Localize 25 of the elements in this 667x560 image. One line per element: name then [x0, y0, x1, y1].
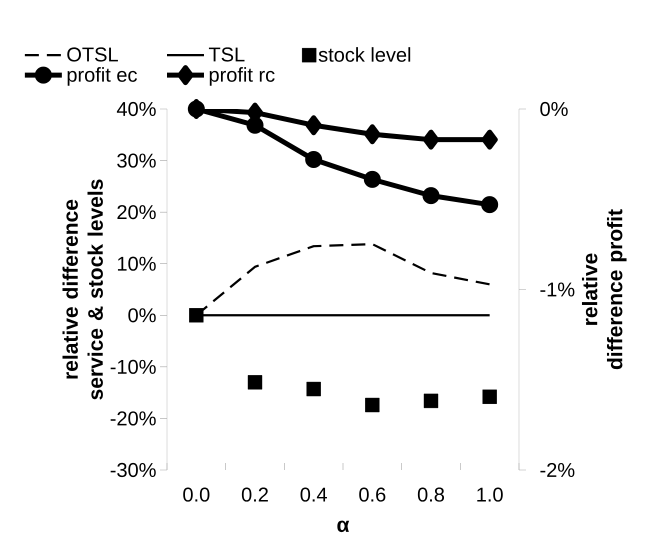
x-tick-label: 0.0 [183, 488, 210, 502]
y-tick-label: 30% [117, 154, 156, 168]
y-tick-label: -10% [110, 360, 156, 374]
x-axis-title: α [337, 520, 350, 532]
legend-label: stock level [318, 47, 410, 62]
y-tick-label: 0% [128, 308, 156, 322]
legend-label: TSL [208, 47, 245, 62]
y2-tick-label: -1% [540, 282, 574, 296]
y-axis-title: relative difference service & stock levels [62, 180, 103, 400]
y2-tick-label: 0% [540, 102, 568, 116]
legend-label: profit ec [68, 67, 137, 86]
x-tick-label: 0.8 [418, 488, 444, 502]
y-tick-label: 10% [118, 256, 156, 271]
legend-label: OTSL [67, 47, 118, 62]
x-tick-label: 0.4 [300, 488, 327, 502]
x-tick-label: 0.2 [242, 488, 268, 502]
y-tick-label: 20% [117, 205, 156, 220]
y2-axis-title: relative difference profit [582, 209, 627, 370]
x-tick-label: 0.6 [359, 488, 386, 502]
y-tick-label: 40% [116, 102, 156, 116]
x-tick-label: 1.0 [477, 488, 503, 502]
legend-label: profit rc [210, 67, 275, 86]
y-tick-label: -30% [110, 462, 156, 478]
y2-tick-label: -2% [540, 462, 574, 478]
y-tick-label: -20% [110, 411, 156, 426]
